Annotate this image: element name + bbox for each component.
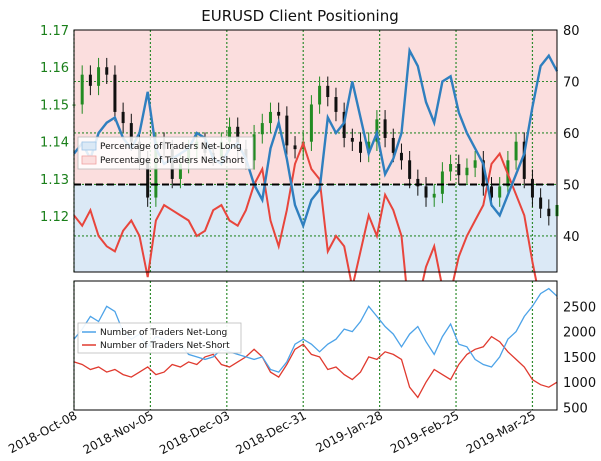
candle-body bbox=[416, 178, 420, 187]
candle-body bbox=[293, 145, 297, 150]
candle-body bbox=[383, 119, 387, 138]
chart-title: EURUSD Client Positioning bbox=[201, 7, 399, 25]
candle-body bbox=[539, 197, 543, 209]
candle-body bbox=[359, 141, 363, 153]
candle-body bbox=[449, 164, 453, 172]
bottom-right-axis-tick: 1000 bbox=[563, 376, 596, 391]
top-legend-box bbox=[77, 136, 254, 170]
candle-body bbox=[490, 186, 494, 198]
top-panel: 40 50 60 70 80 1.12 1.13 1.14 1.15 1.16 1.17 Percen… bbox=[40, 24, 580, 322]
candle-body bbox=[309, 104, 313, 142]
bottom-frame bbox=[73, 280, 558, 411]
candle-body bbox=[440, 171, 444, 194]
x-tick-label: 2019-Jan-28 bbox=[313, 408, 385, 455]
bottom-right-axis-tick: 2500 bbox=[563, 300, 596, 315]
candle-body bbox=[350, 137, 354, 142]
count-net-short-line bbox=[73, 335, 558, 399]
bottom-right-axis-tick: 2000 bbox=[563, 326, 596, 341]
candle-body bbox=[252, 134, 256, 161]
candle-body bbox=[113, 74, 117, 112]
candle-body bbox=[146, 160, 150, 198]
bottom-legend-box bbox=[77, 322, 242, 354]
left-axis-tick: 1.17 bbox=[40, 24, 69, 39]
candle-body bbox=[522, 141, 526, 179]
net-short-line bbox=[73, 140, 558, 322]
candle-body bbox=[260, 123, 264, 135]
candle-body bbox=[399, 152, 403, 161]
candle-body bbox=[97, 67, 101, 86]
bottom-panel: 500 1000 1500 2000 2500 Number of Traders Net… bbox=[73, 280, 596, 416]
left-axis-tick: 1.15 bbox=[40, 98, 69, 113]
candle-body bbox=[530, 178, 534, 198]
legend-label-count-long: Number of Traders Net-Long bbox=[100, 328, 227, 338]
legend-label-long: Percentage of Traders Net-Long bbox=[100, 142, 242, 152]
candle-body bbox=[424, 186, 428, 198]
candle-body bbox=[178, 164, 182, 179]
right-axis-tick: 80 bbox=[563, 24, 580, 39]
candle-body bbox=[465, 167, 469, 176]
left-axis-tick: 1.12 bbox=[40, 210, 69, 225]
candle-body bbox=[268, 111, 272, 124]
right-axis-tick: 70 bbox=[563, 75, 580, 90]
candle-body bbox=[481, 160, 485, 187]
candle-body bbox=[285, 115, 289, 146]
candle-body bbox=[473, 160, 477, 168]
x-tick-label: 2018-Dec-03 bbox=[157, 408, 232, 457]
candle-body bbox=[342, 111, 346, 138]
left-axis-tick: 1.14 bbox=[40, 136, 69, 151]
bottom-right-axis-tick: 1500 bbox=[563, 351, 596, 366]
right-axis-tick: 40 bbox=[563, 230, 580, 245]
right-axis-tick: 60 bbox=[563, 127, 580, 142]
candle-body bbox=[408, 160, 412, 179]
legend-label-short: Percentage of Traders Net-Short bbox=[100, 156, 245, 166]
candle-body bbox=[547, 208, 551, 217]
x-tick-label: 2019-Feb-25 bbox=[388, 408, 461, 456]
right-axis-tick: 50 bbox=[563, 178, 580, 193]
candle-body bbox=[367, 141, 371, 153]
candle-body bbox=[318, 85, 322, 105]
legend-label-count-short: Number of Traders Net-Short bbox=[100, 341, 230, 351]
candle-body bbox=[334, 97, 338, 112]
candle-body bbox=[105, 67, 109, 75]
legend-swatch-long bbox=[81, 141, 97, 151]
top-frame bbox=[73, 29, 558, 273]
x-axis: 2018-Oct-08 2018-Nov-05 2018-Dec-03 2018-De… bbox=[6, 408, 538, 457]
candle-body bbox=[326, 85, 330, 98]
candle-body bbox=[228, 126, 232, 142]
candle-body bbox=[277, 111, 281, 116]
bottom-right-axis-tick: 500 bbox=[563, 401, 588, 416]
candle-body bbox=[129, 123, 133, 142]
candle-body bbox=[457, 164, 461, 176]
candle-body bbox=[154, 141, 158, 198]
candle-body bbox=[88, 74, 92, 86]
legend-swatch-short bbox=[81, 155, 97, 165]
candle-body bbox=[514, 141, 518, 161]
candle-body bbox=[498, 186, 502, 198]
x-tick-label: 2018-Nov-05 bbox=[81, 408, 156, 457]
candle-body bbox=[121, 111, 125, 124]
x-tick-label: 2018-Oct-08 bbox=[6, 408, 79, 456]
candle-body bbox=[80, 74, 84, 105]
x-tick-label: 2019-Mar-25 bbox=[464, 408, 538, 456]
x-tick-label: 2018-Dec-31 bbox=[233, 408, 308, 457]
left-axis-tick: 1.16 bbox=[40, 61, 69, 76]
candle-body bbox=[432, 193, 436, 198]
candle-body bbox=[391, 137, 395, 153]
left-axis-tick: 1.13 bbox=[40, 173, 69, 188]
